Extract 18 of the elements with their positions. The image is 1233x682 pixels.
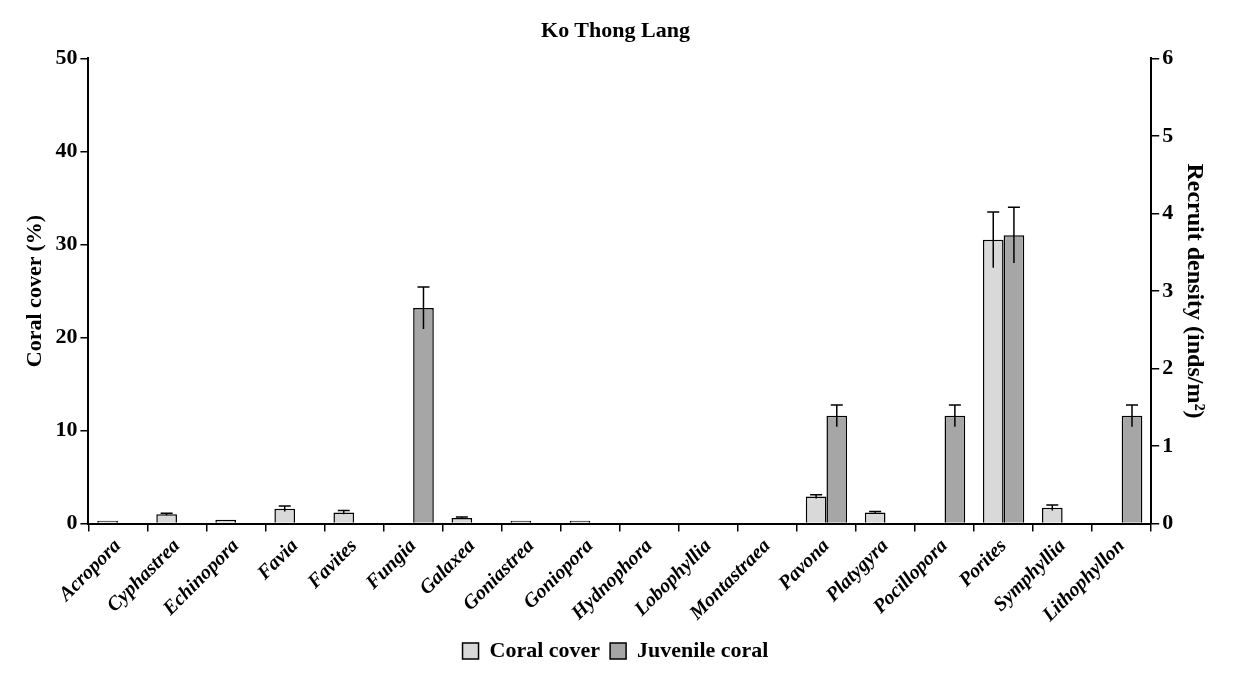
y-axis-title: Coral cover (%) xyxy=(20,214,46,368)
y-tick-label: 10 xyxy=(55,416,78,442)
y2-tick-label: 5 xyxy=(1162,121,1174,147)
y2-tick-label: 6 xyxy=(1162,44,1174,70)
legend-label: Juvenile coral xyxy=(637,636,769,662)
y2-tick-label: 0 xyxy=(1162,509,1174,535)
y-tick-label: 40 xyxy=(55,137,78,163)
y2-axis-title: Recruit density (inds/m²) xyxy=(1183,163,1210,419)
y2-tick-label: 3 xyxy=(1162,276,1174,302)
y2-tick-label: 4 xyxy=(1162,199,1174,225)
chart-title: Ko Thong Lang xyxy=(541,16,690,42)
y-tick-label: 20 xyxy=(55,323,78,349)
y-tick-label: 50 xyxy=(55,44,78,70)
y-tick-label: 30 xyxy=(55,230,78,256)
y-tick-label: 0 xyxy=(66,509,78,535)
y2-tick-label: 2 xyxy=(1162,354,1174,380)
y2-tick-label: 1 xyxy=(1162,431,1174,457)
legend-label: Coral cover xyxy=(489,636,601,662)
